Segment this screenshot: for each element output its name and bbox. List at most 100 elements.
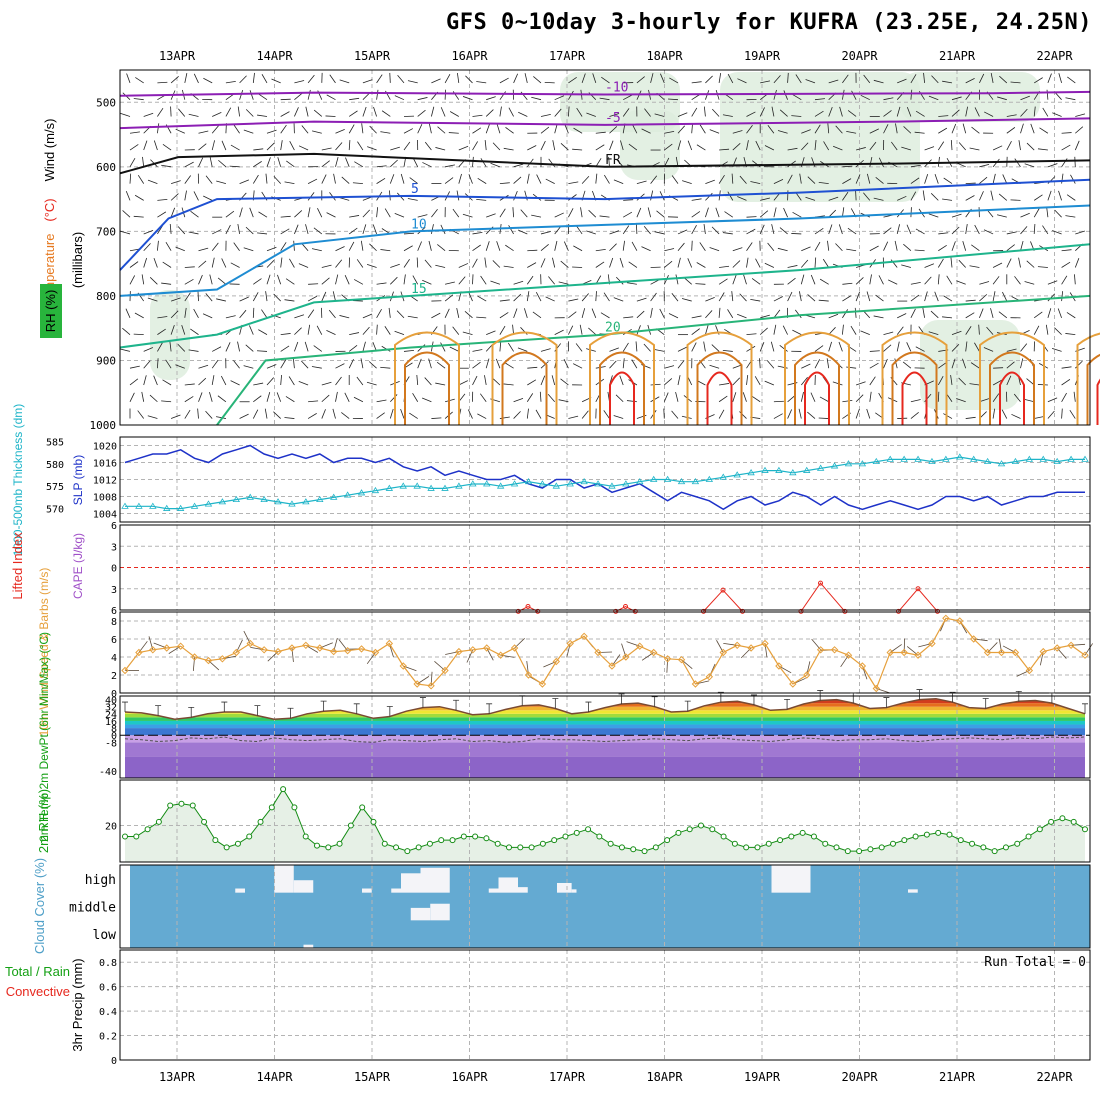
rh-point — [460, 833, 467, 840]
wind-barb — [249, 207, 254, 218]
thickness-point — [677, 477, 686, 485]
wind-barb — [677, 360, 685, 369]
wind-barb — [737, 313, 747, 319]
wind-barb — [592, 73, 597, 84]
wind-barb — [540, 140, 546, 151]
wind-barb — [143, 243, 151, 252]
wind-barb — [147, 297, 158, 302]
wind-barb — [147, 179, 158, 184]
wind-barb — [513, 73, 519, 84]
cloud-block — [571, 889, 577, 893]
wind-barb — [449, 111, 459, 117]
wind-barb — [626, 282, 637, 285]
thickness-point — [636, 477, 644, 485]
wind-barb — [568, 181, 579, 184]
wind-barb — [456, 307, 460, 318]
cloud-block — [420, 867, 450, 893]
wind-barb — [890, 141, 898, 151]
wind-barb — [773, 75, 781, 84]
minmax-bar — [916, 689, 923, 700]
thickness-point — [441, 484, 449, 491]
thickness-point — [204, 500, 213, 507]
wind-barb — [499, 106, 502, 117]
wind-barb — [147, 415, 158, 419]
wind-barb — [266, 364, 277, 369]
wind-barb — [727, 309, 734, 319]
wind-barb — [581, 293, 589, 302]
wind-barb — [828, 341, 833, 352]
wind-barb — [253, 382, 264, 386]
wind-barb — [888, 279, 898, 285]
wind-barb — [938, 244, 947, 252]
wind-barb — [540, 231, 551, 235]
wind-barb — [986, 326, 994, 335]
wind-barb — [588, 327, 597, 335]
wind-barb — [356, 259, 364, 268]
wind-barb — [943, 295, 953, 302]
thickness-point — [566, 480, 574, 487]
li-point — [915, 586, 921, 592]
thickness-point — [761, 466, 769, 473]
wind-barb — [650, 383, 661, 386]
wind-barb — [664, 378, 673, 386]
wind-barb — [503, 383, 514, 386]
wind-barb — [403, 128, 414, 134]
wind-barb — [362, 313, 373, 319]
warm-contour — [501, 351, 548, 425]
wind-barb — [814, 98, 825, 101]
wind-barb — [157, 123, 160, 134]
wind-barb — [563, 359, 569, 369]
wind-barb — [239, 179, 250, 184]
wind-barb — [799, 173, 802, 184]
thickness-point — [803, 466, 811, 473]
wind-barb — [832, 145, 843, 151]
thickness-point — [176, 504, 185, 511]
wind-barb — [407, 315, 418, 319]
temp-tick: -8 — [105, 738, 117, 749]
warm-contour — [404, 351, 450, 425]
wind-barb — [480, 158, 487, 168]
wind-barb — [261, 309, 268, 319]
wind-barb — [321, 277, 330, 285]
wind-barb — [1020, 226, 1028, 235]
cloud-block — [908, 889, 918, 893]
minmax-bar — [320, 700, 327, 712]
rh-point — [1014, 840, 1021, 847]
minmax-bar — [1082, 703, 1088, 714]
wind-barb — [703, 341, 706, 352]
rh-point — [1070, 818, 1077, 825]
wind-barb — [135, 77, 144, 84]
wind-barb — [746, 333, 757, 336]
wind-barb — [896, 224, 901, 235]
wind-barb — [409, 177, 418, 184]
wind-barb — [258, 93, 268, 101]
wind-barb — [635, 341, 638, 352]
wind-barb — [691, 315, 702, 319]
thickness-point — [274, 498, 282, 505]
wind-barb — [743, 274, 747, 285]
wind-barb — [284, 299, 295, 302]
wind-barb — [157, 81, 168, 84]
wind-barb — [197, 408, 199, 419]
rh-point — [686, 826, 693, 833]
wind-barb — [873, 197, 884, 201]
wind-barb — [732, 274, 737, 285]
wind-barb — [428, 240, 432, 251]
wind-speed-point — [510, 644, 519, 652]
wind-barb — [783, 207, 788, 218]
wind-barb — [157, 328, 166, 335]
wind-barb — [280, 111, 290, 117]
wind-barb — [184, 396, 194, 403]
wind-barb — [389, 72, 391, 83]
wind-barb — [800, 259, 809, 268]
wind-barb — [842, 309, 849, 319]
run-total-label: Run Total = 0 — [984, 955, 1086, 970]
wind-barb — [759, 107, 765, 117]
wind-barb — [719, 265, 730, 268]
wind-barb — [943, 413, 953, 419]
wind-barb — [581, 410, 589, 419]
wind-barb — [568, 311, 577, 319]
rh-point — [664, 837, 671, 844]
wind-barb — [280, 215, 291, 218]
temp-band — [125, 710, 1085, 714]
